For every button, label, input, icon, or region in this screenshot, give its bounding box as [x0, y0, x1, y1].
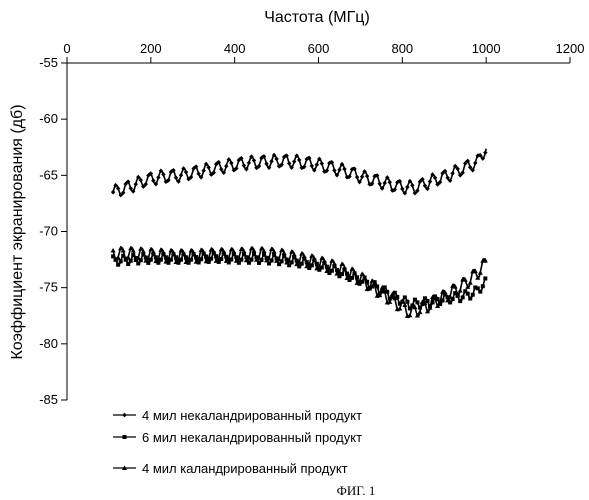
- x-tick-label: 400: [224, 41, 246, 56]
- data-point: [483, 150, 487, 155]
- legend-label: 4 мил некаландрированный продукт: [142, 408, 362, 423]
- legend-label: 4 мил каландрированный продукт: [142, 461, 348, 476]
- data-point: [342, 167, 346, 172]
- series-1: [111, 149, 488, 198]
- x-tick-label: 1000: [472, 41, 501, 56]
- data-point: [458, 299, 462, 303]
- data-point: [450, 171, 454, 176]
- data-point: [473, 161, 477, 166]
- data-point: [478, 270, 483, 275]
- data-point: [269, 159, 273, 164]
- y-tick-label: -80: [39, 336, 58, 351]
- y-tick-label: -65: [39, 167, 58, 182]
- data-point: [433, 175, 437, 180]
- data-point: [405, 185, 409, 190]
- data-point: [320, 161, 324, 166]
- data-point: [383, 181, 387, 186]
- data-point: [360, 174, 364, 179]
- legend-marker: [123, 435, 127, 439]
- data-point: [483, 276, 487, 280]
- data-point: [310, 163, 314, 168]
- data-point: [196, 171, 200, 176]
- x-axis: 0 200 400 600 800 1000 1200: [63, 41, 584, 63]
- data-point: [179, 173, 183, 178]
- y-axis: -55 -60 -65 -70 -75 -80 -85: [39, 55, 67, 407]
- data-point: [461, 295, 465, 299]
- data-point: [468, 297, 472, 301]
- y-tick-label: -55: [39, 55, 58, 70]
- x-tick-label: 800: [391, 41, 413, 56]
- data-point: [400, 187, 404, 192]
- y-tick-label: -60: [39, 111, 58, 126]
- data-point: [297, 158, 301, 163]
- x-tick-label: 1200: [556, 41, 585, 56]
- data-point: [287, 161, 291, 166]
- data-point: [466, 292, 470, 296]
- y-tick-label: -85: [39, 392, 58, 407]
- data-point: [242, 163, 246, 168]
- data-point: [219, 167, 223, 172]
- data-point: [224, 164, 228, 169]
- data-point: [337, 167, 341, 172]
- data-point: [292, 159, 296, 164]
- data-point: [405, 300, 409, 304]
- data-point: [134, 182, 138, 187]
- data-point: [252, 158, 256, 163]
- data-point: [388, 180, 392, 185]
- data-point: [415, 300, 419, 304]
- data-point: [471, 293, 475, 297]
- legend-marker: [122, 413, 126, 418]
- data-point: [119, 259, 123, 263]
- data-point: [481, 284, 485, 288]
- data-point: [403, 295, 407, 299]
- data-point: [111, 190, 115, 195]
- data-point: [201, 168, 205, 173]
- x-tick-label: 0: [63, 41, 70, 56]
- data-point: [468, 280, 473, 285]
- data-point: [410, 183, 414, 188]
- data-point: [184, 170, 188, 175]
- y-tick-label: -70: [39, 224, 58, 239]
- x-axis-title: Частота (МГц): [264, 9, 370, 26]
- figure-caption: ФИГ. 1: [337, 483, 376, 498]
- data-point: [229, 161, 233, 166]
- data-point: [274, 156, 278, 161]
- data-point: [161, 172, 165, 177]
- x-tick-label: 200: [140, 41, 162, 56]
- x-tick-label: 600: [308, 41, 330, 56]
- legend-label: 6 мил некаландрированный продукт: [142, 430, 362, 445]
- plot-area: [111, 149, 488, 318]
- data-point: [111, 248, 116, 253]
- data-point: [377, 181, 381, 186]
- data-point: [332, 168, 336, 173]
- data-point: [206, 165, 210, 170]
- y-axis-title: Коэффициент экранирования (дб): [9, 104, 26, 359]
- data-point: [174, 175, 178, 180]
- data-point: [458, 288, 463, 293]
- data-point: [428, 179, 432, 184]
- data-point: [365, 174, 369, 179]
- data-point: [355, 175, 359, 180]
- data-point: [156, 175, 160, 180]
- data-point: [151, 178, 155, 183]
- data-point: [478, 290, 482, 294]
- data-point: [116, 255, 121, 260]
- data-point: [417, 310, 422, 315]
- legend: 4 мил некаландрированный продукт 6 мил не…: [113, 408, 362, 476]
- data-point: [315, 162, 319, 167]
- data-point: [264, 161, 268, 166]
- data-point: [425, 299, 429, 303]
- data-point: [247, 160, 251, 165]
- y-tick-label: -75: [39, 280, 58, 295]
